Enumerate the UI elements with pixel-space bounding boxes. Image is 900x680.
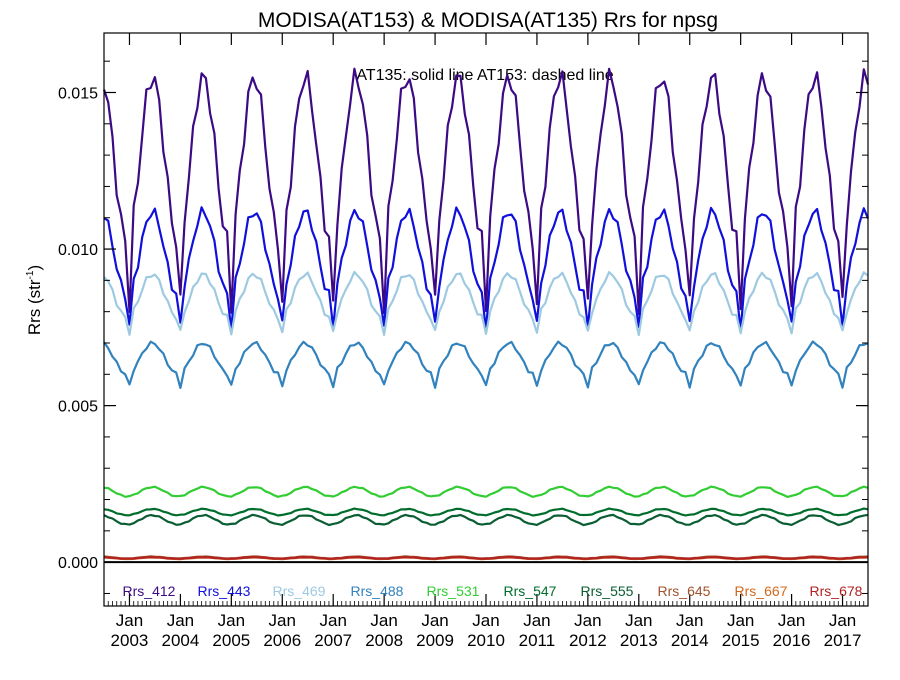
x-tick-year-label: 2011 xyxy=(519,631,556,650)
series-line-rrs-547 xyxy=(103,507,869,517)
legend-label-rrs-547: Rrs_547 xyxy=(504,583,557,599)
x-tick-year-label: 2009 xyxy=(416,631,454,650)
legend-label-rrs-645: Rrs_645 xyxy=(658,583,711,599)
x-tick-year-label: 2017 xyxy=(824,631,862,650)
x-tick-month-label: Jan xyxy=(523,611,550,630)
plot-frame xyxy=(103,32,869,607)
x-tick-month-label: Jan xyxy=(829,611,856,630)
series-group xyxy=(102,67,870,561)
x-tick-year-label: 2013 xyxy=(620,631,658,650)
y-tick-label: 0.010 xyxy=(58,242,98,259)
series-line-rrs-488 xyxy=(103,340,869,389)
y-tick-label: 0.015 xyxy=(58,85,98,102)
x-tick-year-label: 2014 xyxy=(671,631,709,650)
x-tick-year-label: 2015 xyxy=(722,631,760,650)
legend-label-rrs-667: Rrs_667 xyxy=(735,583,788,599)
x-tick-month-label: Jan xyxy=(778,611,805,630)
series-line-rrs-412 xyxy=(102,67,870,316)
y-axis-label-close: ) xyxy=(25,265,44,271)
x-tick-year-label: 2006 xyxy=(263,631,301,650)
x-tick-year-label: 2004 xyxy=(161,631,199,650)
legend-label-rrs-469: Rrs_469 xyxy=(273,583,326,599)
x-tick-month-label: Jan xyxy=(676,611,703,630)
x-tick-year-label: 2010 xyxy=(467,631,505,650)
x-tick-month-label: Jan xyxy=(625,611,652,630)
series-line-rrs-555 xyxy=(103,513,869,527)
legend-label-rrs-555: Rrs_555 xyxy=(581,583,634,599)
legend: Rrs_412 Rrs_443 Rrs_469 Rrs_488 Rrs_531 Rrs_5… xyxy=(123,583,863,599)
y-tick-label: 0.005 xyxy=(58,399,98,416)
series-line-rrs-531 xyxy=(103,485,869,498)
x-tick-month-label: Jan xyxy=(574,611,601,630)
series-line-rrs-678 xyxy=(103,555,869,560)
axis-group: 0.0000.0050.0100.015Jan2003Jan2004Jan200… xyxy=(58,33,869,650)
y-axis-label: Rrs (str-1) xyxy=(25,265,44,335)
chart-title: MODISA(AT153) & MODISA(AT135) Rrs for np… xyxy=(258,9,718,32)
x-tick-year-label: 2008 xyxy=(365,631,403,650)
legend-label-rrs-488: Rrs_488 xyxy=(351,583,404,599)
y-axis-label-main: Rrs (str xyxy=(25,279,44,335)
legend-label-rrs-443: Rrs_443 xyxy=(198,583,251,599)
chart-annotation: AT135: solid line AT153: dashed line xyxy=(356,67,613,84)
legend-label-rrs-531: Rrs_531 xyxy=(427,583,480,599)
series-line-rrs-469 xyxy=(103,270,869,337)
x-tick-month-label: Jan xyxy=(727,611,754,630)
y-tick-label: 0.000 xyxy=(58,555,98,572)
x-tick-month-label: Jan xyxy=(269,611,296,630)
x-tick-month-label: Jan xyxy=(421,611,448,630)
x-tick-month-label: Jan xyxy=(319,611,346,630)
x-tick-year-label: 2003 xyxy=(111,631,149,650)
legend-label-rrs-678: Rrs_678 xyxy=(810,583,863,599)
y-axis-label-superscript: -1 xyxy=(25,270,36,279)
x-tick-year-label: 2005 xyxy=(212,631,250,650)
x-tick-year-label: 2007 xyxy=(314,631,352,650)
x-tick-month-label: Jan xyxy=(218,611,245,630)
x-tick-month-label: Jan xyxy=(167,611,194,630)
x-tick-month-label: Jan xyxy=(472,611,499,630)
x-tick-month-label: Jan xyxy=(370,611,397,630)
x-tick-year-label: 2012 xyxy=(569,631,607,650)
legend-label-rrs-412: Rrs_412 xyxy=(123,583,176,599)
x-tick-year-label: 2016 xyxy=(773,631,811,650)
x-tick-month-label: Jan xyxy=(116,611,143,630)
